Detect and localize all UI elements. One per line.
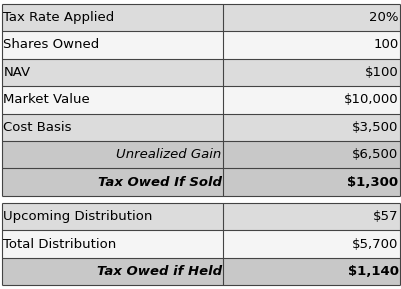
Bar <box>2 258 222 285</box>
Bar <box>222 203 399 230</box>
Text: Tax Rate Applied: Tax Rate Applied <box>3 11 114 24</box>
Bar <box>2 141 222 168</box>
Text: $5,700: $5,700 <box>351 238 398 251</box>
Text: Market Value: Market Value <box>3 93 90 106</box>
Text: $6,500: $6,500 <box>351 148 398 161</box>
Text: $57: $57 <box>372 210 398 223</box>
Text: NAV: NAV <box>3 66 30 79</box>
Bar <box>222 114 399 141</box>
Bar <box>222 258 399 285</box>
Bar <box>2 59 222 86</box>
Text: Unrealized Gain: Unrealized Gain <box>116 148 221 161</box>
Bar <box>2 114 222 141</box>
Bar <box>222 168 399 196</box>
Bar <box>222 31 399 59</box>
Text: $1,300: $1,300 <box>346 176 398 189</box>
Text: $100: $100 <box>364 66 398 79</box>
Text: Tax Owed If Sold: Tax Owed If Sold <box>97 176 221 189</box>
Text: $3,500: $3,500 <box>351 121 398 134</box>
Text: $10,000: $10,000 <box>343 93 398 106</box>
Bar <box>222 230 399 258</box>
Bar <box>2 31 222 59</box>
Bar <box>2 86 222 114</box>
Bar <box>2 230 222 258</box>
Text: $1,140: $1,140 <box>347 265 398 278</box>
Text: 20%: 20% <box>368 11 398 24</box>
Bar <box>222 4 399 31</box>
Text: Upcoming Distribution: Upcoming Distribution <box>3 210 152 223</box>
Bar <box>222 141 399 168</box>
Bar <box>222 59 399 86</box>
Bar <box>2 203 222 230</box>
Bar <box>2 168 222 196</box>
Text: Tax Owed if Held: Tax Owed if Held <box>96 265 221 278</box>
Bar <box>2 4 222 31</box>
Bar <box>222 86 399 114</box>
Text: Cost Basis: Cost Basis <box>3 121 72 134</box>
Text: Shares Owned: Shares Owned <box>3 38 99 51</box>
Text: 100: 100 <box>373 38 398 51</box>
Text: Total Distribution: Total Distribution <box>3 238 116 251</box>
